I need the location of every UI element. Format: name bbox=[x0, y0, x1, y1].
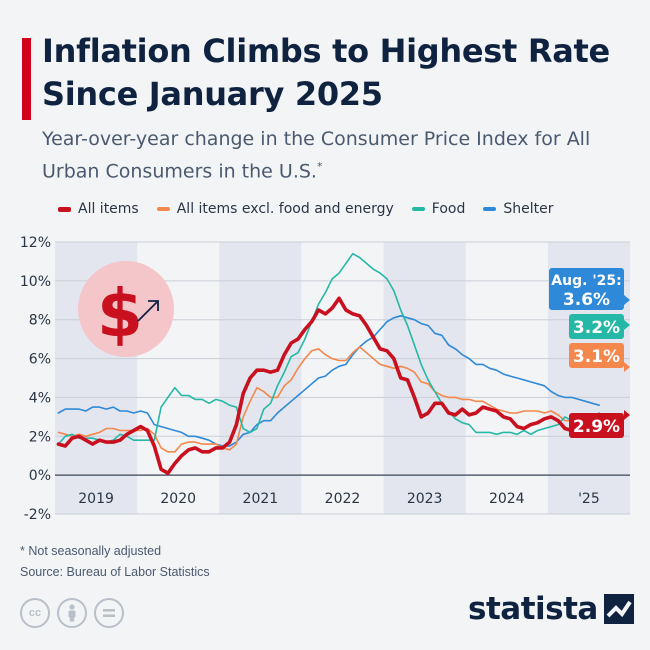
y-tick-label: 12% bbox=[20, 235, 51, 251]
statista-mark-icon bbox=[603, 594, 634, 624]
subtitle-text: Year-over-year change in the Consumer Pr… bbox=[42, 128, 591, 183]
svg-text:$: $ bbox=[97, 275, 143, 352]
callout-text: Aug. '25: bbox=[551, 273, 621, 289]
callout-text: 3.1% bbox=[573, 347, 620, 367]
legend-label-all-items: All items bbox=[78, 201, 139, 217]
source-note: Source: Bureau of Labor Statistics bbox=[20, 565, 210, 579]
y-tick-label: 10% bbox=[20, 274, 51, 290]
end-value-callouts: Aug. '25:3.6% 3.2% 3.1% 2.9% bbox=[549, 268, 630, 438]
x-tick-label: 2022 bbox=[325, 491, 361, 507]
nd-icon[interactable] bbox=[94, 598, 124, 628]
legend-swatch-food bbox=[411, 207, 425, 211]
x-tick-label: '25 bbox=[578, 491, 600, 507]
y-tick-label: 2% bbox=[29, 429, 51, 445]
legend-swatch-core bbox=[156, 207, 170, 211]
legend-item-shelter: Shelter bbox=[483, 201, 553, 217]
y-tick-label: 6% bbox=[29, 352, 51, 368]
callout-text: 3.2% bbox=[573, 318, 620, 338]
legend-item-core: All items excl. food and energy bbox=[156, 201, 394, 217]
footnote: * Not seasonally adjusted bbox=[20, 544, 162, 558]
legend-swatch-all-items bbox=[58, 206, 71, 212]
y-tick-label: 0% bbox=[29, 468, 51, 484]
by-icon[interactable] bbox=[57, 598, 87, 628]
line-chart: 12%10%8%6%4%2%0%-2% $ 2019 2020 2021 2022 20… bbox=[20, 235, 630, 523]
x-tick-label: 2024 bbox=[489, 491, 525, 507]
x-tick-label: 2021 bbox=[243, 491, 279, 507]
legend-label-core: All items excl. food and energy bbox=[176, 201, 394, 217]
x-axis-labels: 2019 2020 2021 2022 2023 2024 '25 bbox=[78, 491, 600, 507]
y-axis-ticks: 12% 10% 8% 6% 4% 2% 0% -2% bbox=[20, 235, 51, 523]
series-line-food bbox=[57, 252, 601, 445]
subtitle-footnote-mark: * bbox=[316, 160, 323, 173]
chart-legend: All items All items excl. food and energ… bbox=[58, 198, 571, 220]
x-tick-label: 2023 bbox=[407, 491, 443, 507]
callout-text: 2.9% bbox=[573, 417, 620, 437]
y-tick-label: 8% bbox=[29, 313, 51, 329]
y-tick-label: 4% bbox=[29, 390, 51, 406]
statista-logo[interactable]: statista bbox=[468, 591, 634, 627]
series-line-all-items bbox=[56, 296, 602, 476]
y-tick-label: -2% bbox=[24, 507, 51, 523]
dollar-up-icon: $ bbox=[78, 261, 174, 357]
series-line-shelter bbox=[57, 314, 601, 447]
value-callout: 3.2% bbox=[569, 314, 630, 339]
callout-text: 3.6% bbox=[563, 290, 610, 310]
x-tick-label: 2019 bbox=[78, 491, 114, 507]
footer-notes: * Not seasonally adjusted Source: Bureau… bbox=[20, 541, 210, 583]
legend-label-food: Food bbox=[431, 201, 466, 217]
value-callout: 2.9% bbox=[569, 410, 630, 438]
chart-title: Inflation Climbs to Highest Rate Since J… bbox=[42, 32, 610, 113]
chart-subtitle: Year-over-year change in the Consumer Pr… bbox=[42, 126, 622, 185]
value-callout: Aug. '25:3.6% bbox=[549, 268, 630, 310]
license-icons: cc bbox=[20, 598, 124, 628]
brand-name: statista bbox=[468, 591, 598, 627]
legend-item-food: Food bbox=[411, 201, 466, 217]
year-band bbox=[383, 242, 466, 514]
title-accent-bar bbox=[22, 38, 31, 120]
year-band bbox=[219, 242, 302, 514]
legend-swatch-shelter bbox=[483, 207, 497, 211]
value-callout: 3.1% bbox=[569, 343, 630, 372]
legend-item-all-items: All items bbox=[58, 201, 139, 217]
x-tick-label: 2020 bbox=[160, 491, 196, 507]
series-lines bbox=[56, 252, 602, 476]
cc-icon[interactable]: cc bbox=[20, 598, 50, 628]
legend-label-shelter: Shelter bbox=[503, 201, 554, 217]
